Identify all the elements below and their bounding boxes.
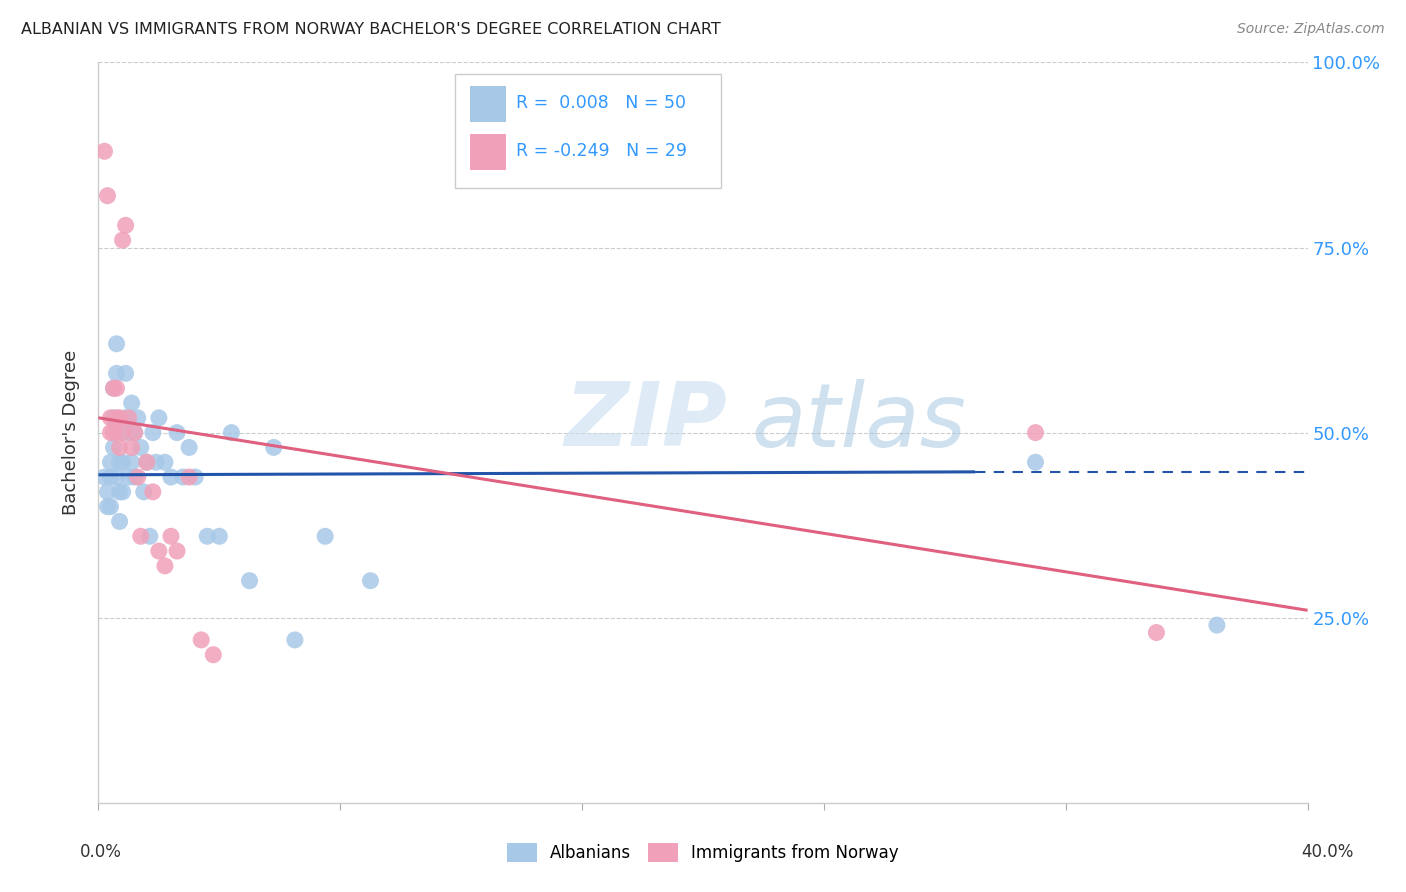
FancyBboxPatch shape	[470, 87, 506, 121]
Point	[93, 470, 115, 484]
Point	[121, 396, 143, 410]
Point	[284, 632, 307, 647]
Point	[129, 441, 152, 455]
Point	[166, 425, 188, 440]
Point	[105, 470, 128, 484]
Point	[121, 455, 143, 469]
Text: 40.0%: 40.0%	[1301, 843, 1354, 861]
Point	[184, 470, 207, 484]
Point	[129, 529, 152, 543]
Point	[111, 233, 134, 247]
Point	[118, 410, 141, 425]
FancyBboxPatch shape	[456, 73, 721, 188]
Point	[153, 455, 176, 469]
Point	[93, 145, 115, 159]
Y-axis label: Bachelor's Degree: Bachelor's Degree	[62, 350, 80, 516]
Text: R =  0.008   N = 50: R = 0.008 N = 50	[516, 95, 686, 112]
Point	[105, 367, 128, 381]
Point	[105, 381, 128, 395]
Point	[124, 425, 146, 440]
Text: ZIP: ZIP	[564, 378, 727, 465]
Point	[100, 500, 122, 514]
Text: Source: ZipAtlas.com: Source: ZipAtlas.com	[1237, 22, 1385, 37]
Text: R = -0.249   N = 29: R = -0.249 N = 29	[516, 143, 686, 161]
Point	[1144, 625, 1167, 640]
Point	[314, 529, 336, 543]
Point	[239, 574, 262, 588]
Point	[108, 455, 131, 469]
Point	[96, 484, 118, 499]
Point	[263, 441, 285, 455]
Legend: Albanians, Immigrants from Norway: Albanians, Immigrants from Norway	[501, 836, 905, 869]
Point	[145, 455, 167, 469]
Point	[96, 188, 118, 202]
Point	[114, 367, 136, 381]
Text: atlas: atlas	[751, 378, 966, 465]
Point	[132, 484, 155, 499]
Point	[124, 425, 146, 440]
Point	[160, 470, 183, 484]
Point	[111, 425, 134, 440]
Point	[135, 455, 157, 469]
Point	[105, 336, 128, 351]
Point	[100, 455, 122, 469]
Point	[124, 470, 146, 484]
Point	[190, 632, 212, 647]
Point	[103, 425, 125, 440]
Point	[103, 381, 125, 395]
Point	[179, 441, 201, 455]
Point	[221, 425, 243, 440]
Text: ALBANIAN VS IMMIGRANTS FROM NORWAY BACHELOR'S DEGREE CORRELATION CHART: ALBANIAN VS IMMIGRANTS FROM NORWAY BACHE…	[21, 22, 721, 37]
Point	[1206, 618, 1229, 632]
Point	[202, 648, 225, 662]
Point	[108, 410, 131, 425]
Point	[1024, 425, 1046, 440]
Point	[153, 558, 176, 573]
Point	[103, 441, 125, 455]
Point	[142, 484, 165, 499]
Point	[114, 219, 136, 233]
Point	[118, 470, 141, 484]
Point	[121, 441, 143, 455]
Point	[111, 455, 134, 469]
Point	[195, 529, 218, 543]
Point	[127, 470, 149, 484]
Point	[105, 410, 128, 425]
Point	[108, 484, 131, 499]
Point	[360, 574, 382, 588]
Point	[108, 441, 131, 455]
Point	[208, 529, 231, 543]
Point	[135, 455, 157, 469]
FancyBboxPatch shape	[470, 135, 506, 169]
Point	[148, 544, 170, 558]
Point	[172, 470, 194, 484]
Point	[160, 529, 183, 543]
Point	[103, 381, 125, 395]
Point	[111, 484, 134, 499]
Point	[108, 515, 131, 529]
Point	[127, 410, 149, 425]
Point	[96, 500, 118, 514]
Point	[111, 425, 134, 440]
Point	[118, 425, 141, 440]
Point	[139, 529, 162, 543]
Point	[179, 470, 201, 484]
Point	[100, 470, 122, 484]
Point	[148, 410, 170, 425]
Point	[103, 410, 125, 425]
Point	[1024, 455, 1046, 469]
Point	[100, 425, 122, 440]
Point	[142, 425, 165, 440]
Point	[114, 410, 136, 425]
Text: 0.0%: 0.0%	[80, 843, 122, 861]
Point	[100, 410, 122, 425]
Point	[166, 544, 188, 558]
